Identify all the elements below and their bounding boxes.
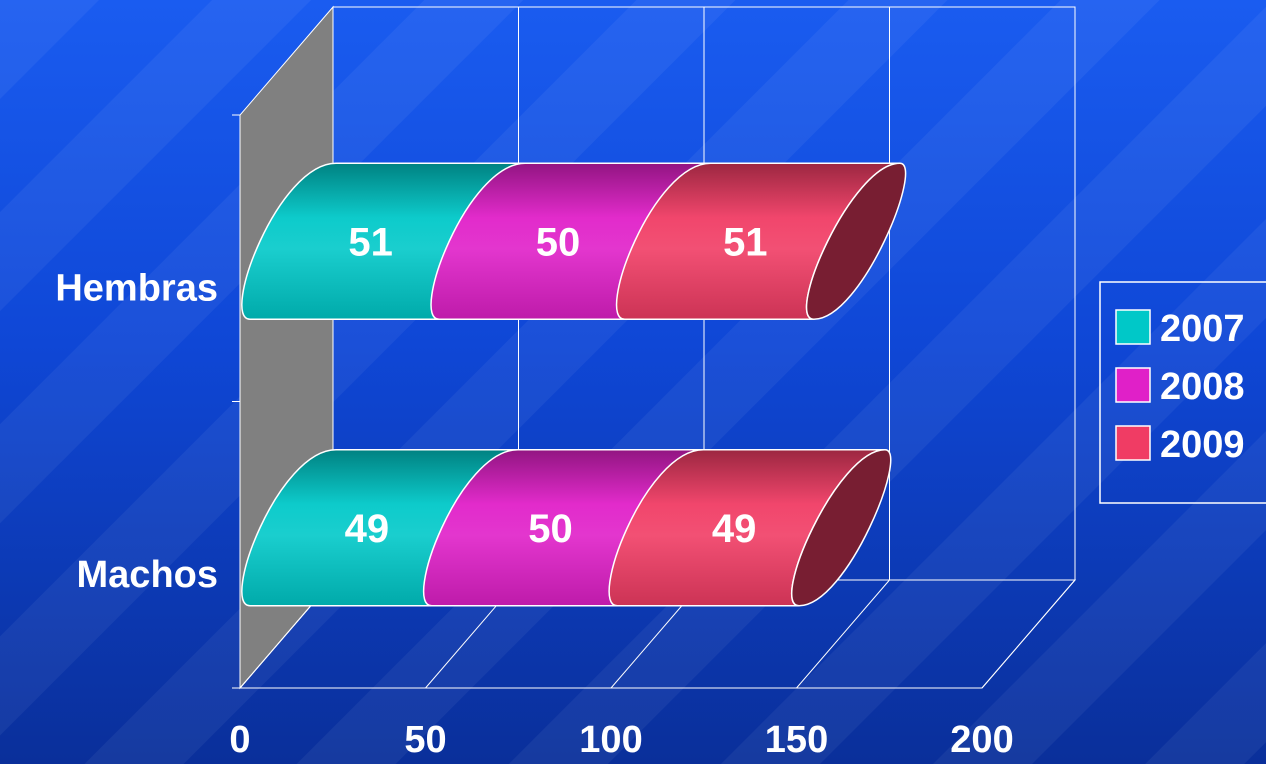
x-tick-label: 200: [950, 719, 1013, 761]
legend-swatch: [1115, 367, 1151, 403]
legend-label: 2009: [1160, 424, 1245, 466]
legend-label: 2008: [1160, 366, 1245, 408]
data-label: 51: [348, 220, 393, 264]
legend-swatch: [1115, 309, 1151, 345]
floor-gridline: [981, 579, 1076, 689]
x-tick-label: 50: [404, 719, 446, 761]
category-label: Machos: [77, 554, 218, 596]
data-label: 49: [712, 507, 757, 551]
legend-swatch: [1115, 425, 1151, 461]
legend-box: [1099, 281, 1266, 504]
legend-label: 2007: [1160, 308, 1245, 350]
bar-end-cap: [805, 162, 907, 321]
data-label: 50: [536, 220, 581, 264]
x-tick-label: 0: [229, 719, 250, 761]
x-tick-label: 150: [765, 719, 828, 761]
bar-end-cap: [791, 448, 892, 607]
floor-gridline: [796, 579, 890, 689]
category-label: Hembras: [55, 267, 218, 309]
data-label: 49: [345, 507, 390, 551]
data-label: 50: [528, 507, 573, 551]
data-label: 51: [723, 220, 768, 264]
x-tick-label: 100: [579, 719, 642, 761]
